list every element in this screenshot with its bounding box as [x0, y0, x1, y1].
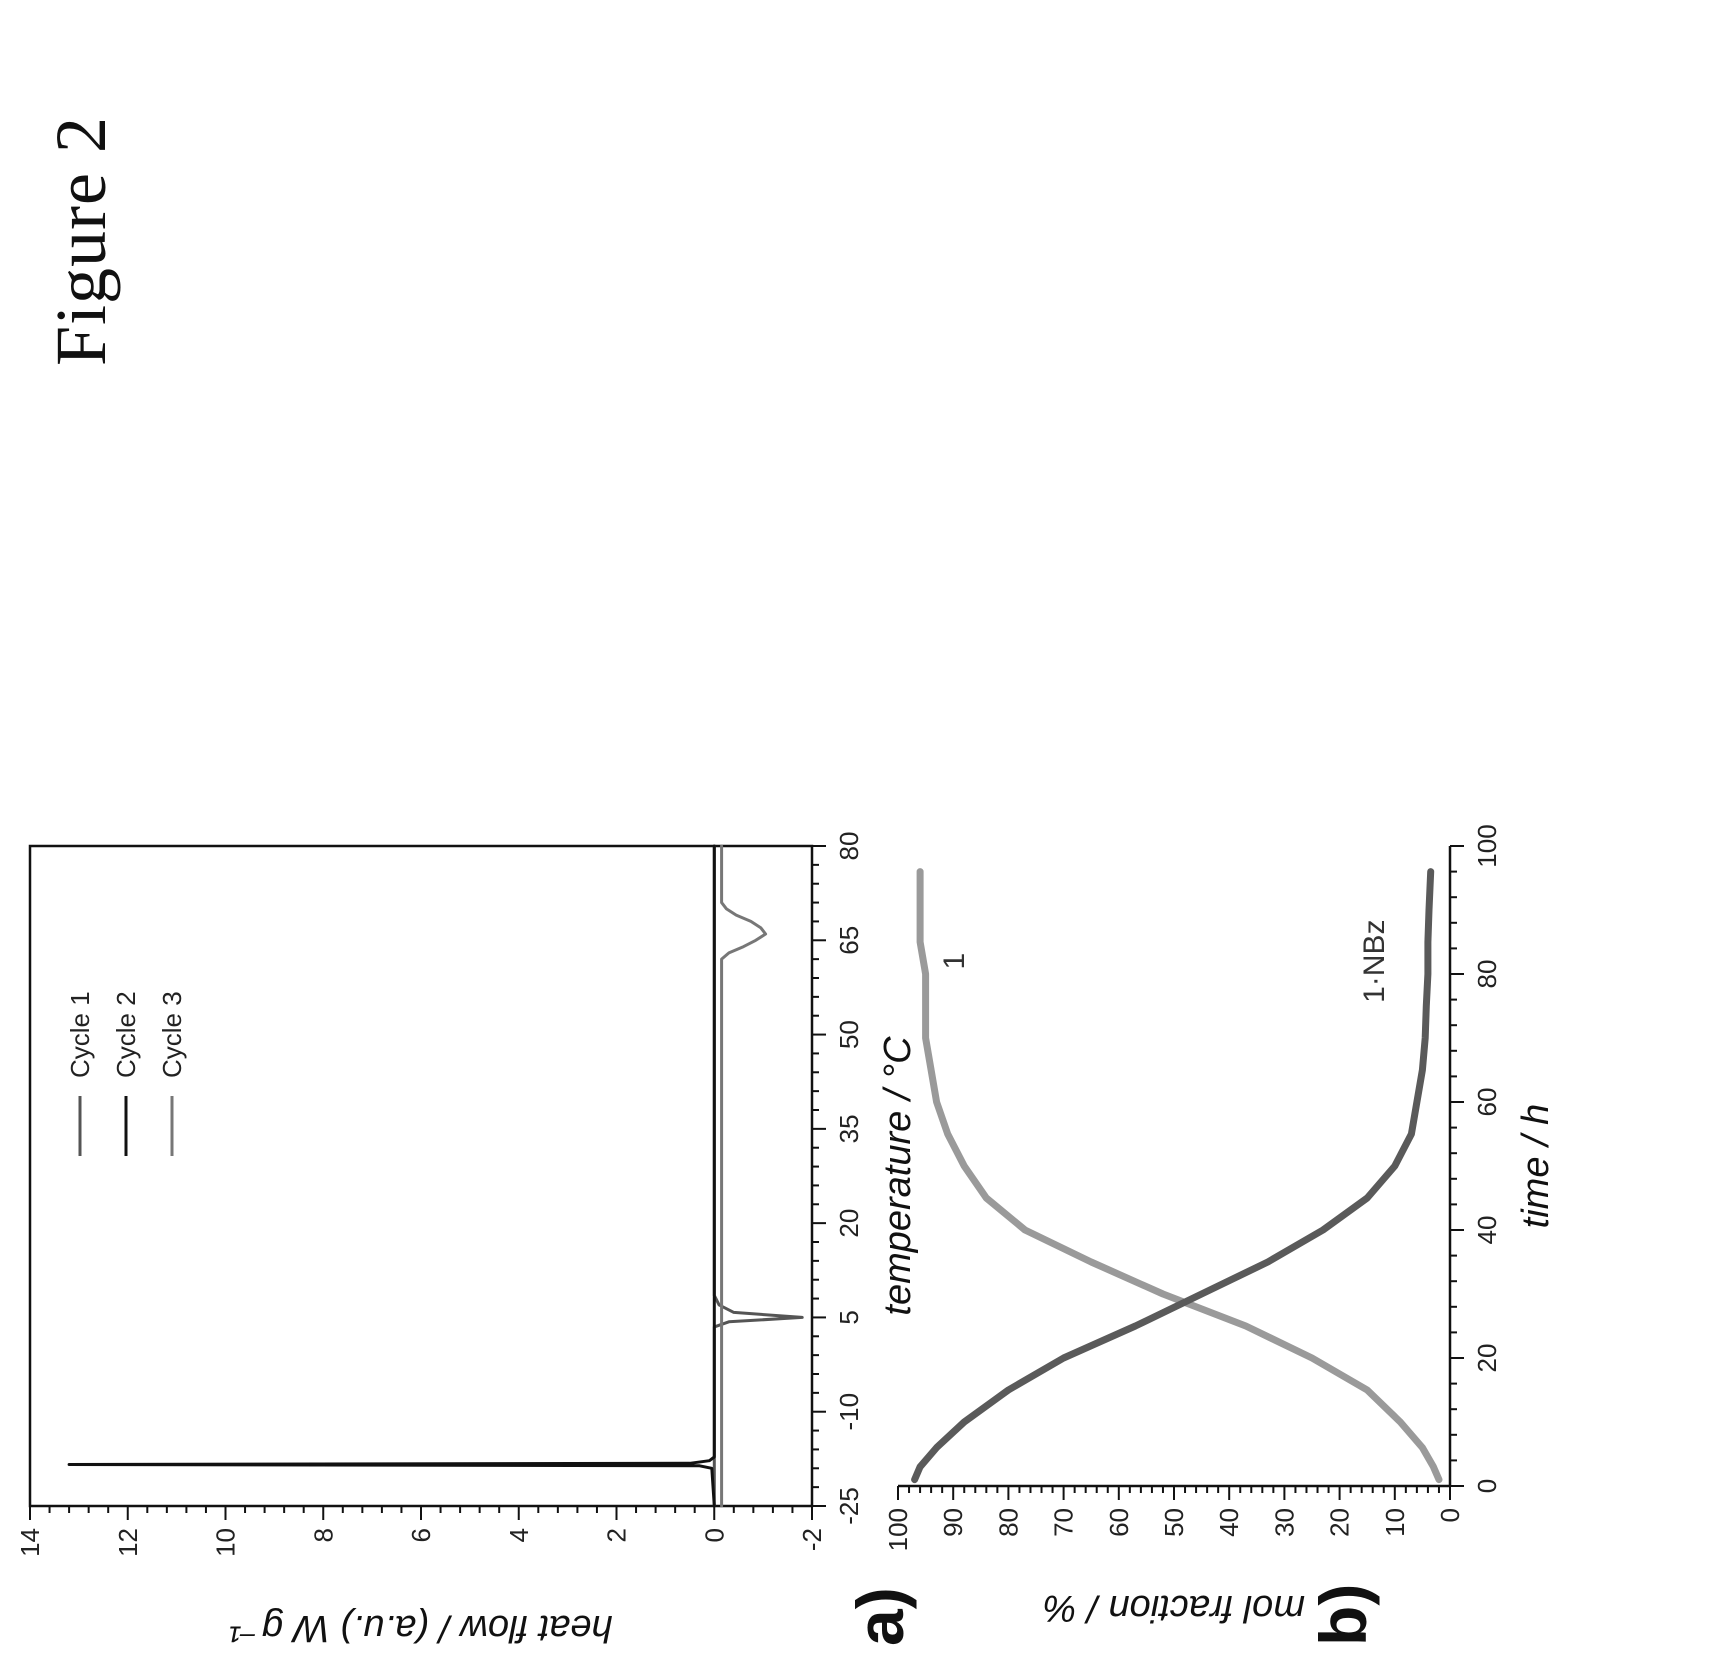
- chart-a-series-1-line: [712, 844, 804, 1508]
- chart-b-y-tick-label: 30: [1269, 1508, 1299, 1537]
- chart-b-y-tick-label: 40: [1214, 1508, 1244, 1537]
- chart-a-x-tick-label: 5: [834, 1310, 864, 1324]
- chart-a-x-tick-label: -25: [834, 1487, 864, 1525]
- chart-b-y-tick-label: 90: [938, 1508, 968, 1537]
- chart-b-y-tick-label: 100: [883, 1508, 913, 1551]
- chart-a-series-2-line: [67, 844, 716, 1508]
- chart-b-x-tick-label: 100: [1472, 824, 1502, 867]
- chart-a-legend-entry: Cycle 1: [65, 991, 95, 1078]
- chart-a-x-tick-label: -10: [834, 1393, 864, 1431]
- chart-a-y-axis-title: heat flow / (a.u.) W g⁻¹: [229, 1607, 612, 1649]
- chart-a-y-tick-label: 4: [504, 1528, 534, 1542]
- chart-b-y-tick-label: 10: [1380, 1508, 1410, 1537]
- chart-b-x-tick-label: 40: [1472, 1216, 1502, 1245]
- chart-b-x-tick-label: 60: [1472, 1088, 1502, 1117]
- chart-a-x-axis-title: temperature / °C: [877, 1036, 919, 1316]
- chart-b-y-tick-label: 50: [1159, 1508, 1189, 1537]
- chart-b-y-axis-title: mol fraction / %: [1043, 1587, 1305, 1629]
- chart-a-y-tick-label: 12: [113, 1528, 143, 1557]
- chart-b-x-tick-label: 80: [1472, 960, 1502, 989]
- chart-a-x-tick-label: 20: [834, 1209, 864, 1238]
- chart-a-x-tick-label: 80: [834, 832, 864, 861]
- chart-b-x-tick-label: 0: [1472, 1479, 1502, 1493]
- chart-b-series-label: 1·NBz: [1358, 920, 1391, 1003]
- chart-a-x-tick-label: 65: [834, 926, 864, 955]
- chart-b-y-tick-label: 60: [1104, 1508, 1134, 1537]
- chart-b-x-tick-label: 20: [1472, 1344, 1502, 1373]
- chart-a-x-tick-label: 35: [834, 1114, 864, 1143]
- chart-a-y-tick-label: 0: [699, 1528, 729, 1542]
- chart-a-y-tick-label: 2: [602, 1528, 632, 1542]
- chart-a-legend-entry: Cycle 2: [111, 991, 141, 1078]
- chart-b-series-2-line: [911, 868, 1435, 1484]
- chart-b-series-1-line: [916, 868, 1443, 1484]
- chart-b-y-tick-label: 20: [1325, 1508, 1355, 1537]
- chart-a-y-tick-label: 6: [406, 1528, 436, 1542]
- chart-a-series-3-line: [720, 844, 768, 1508]
- chart-a-y-tick-label: 10: [211, 1528, 241, 1557]
- chart-b-y-tick-label: 80: [993, 1508, 1023, 1537]
- chart-b-y-tick-label: 0: [1435, 1508, 1465, 1522]
- chart-a-x-tick-label: 50: [834, 1020, 864, 1049]
- chart-a-plot-frame: [28, 844, 814, 1508]
- chart-a-y-tick-label: -2: [797, 1528, 827, 1551]
- chart-b-series-label: 1: [938, 953, 971, 970]
- chart-b-x-axis-title: time / h: [1515, 1104, 1557, 1229]
- chart-a-y-tick-label: 8: [308, 1528, 338, 1542]
- chart-b-y-tick-label: 70: [1049, 1508, 1079, 1537]
- chart-a-legend-entry: Cycle 3: [157, 991, 187, 1078]
- chart-a-y-tick-label: 14: [15, 1528, 45, 1557]
